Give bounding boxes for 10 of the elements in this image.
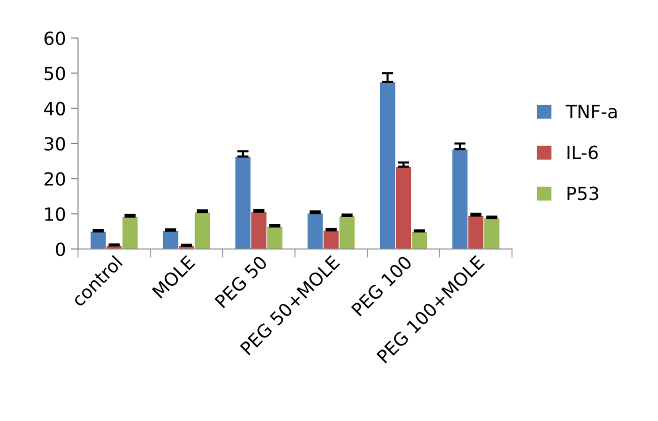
- y-tick-label: 60: [44, 31, 65, 46]
- y-tick-label: 50: [44, 66, 65, 80]
- y-tick-label: 40: [44, 102, 65, 116]
- legend-label: IL-6: [568, 146, 598, 160]
- y-tick-label: 10: [45, 207, 65, 221]
- legend-label: P53: [568, 186, 598, 200]
- y-tick-label: 0: [56, 242, 65, 256]
- legend-label: TNF-a: [566, 104, 617, 118]
- y-tick-label: 20: [44, 172, 65, 186]
- y-tick-label: 30: [44, 136, 65, 151]
